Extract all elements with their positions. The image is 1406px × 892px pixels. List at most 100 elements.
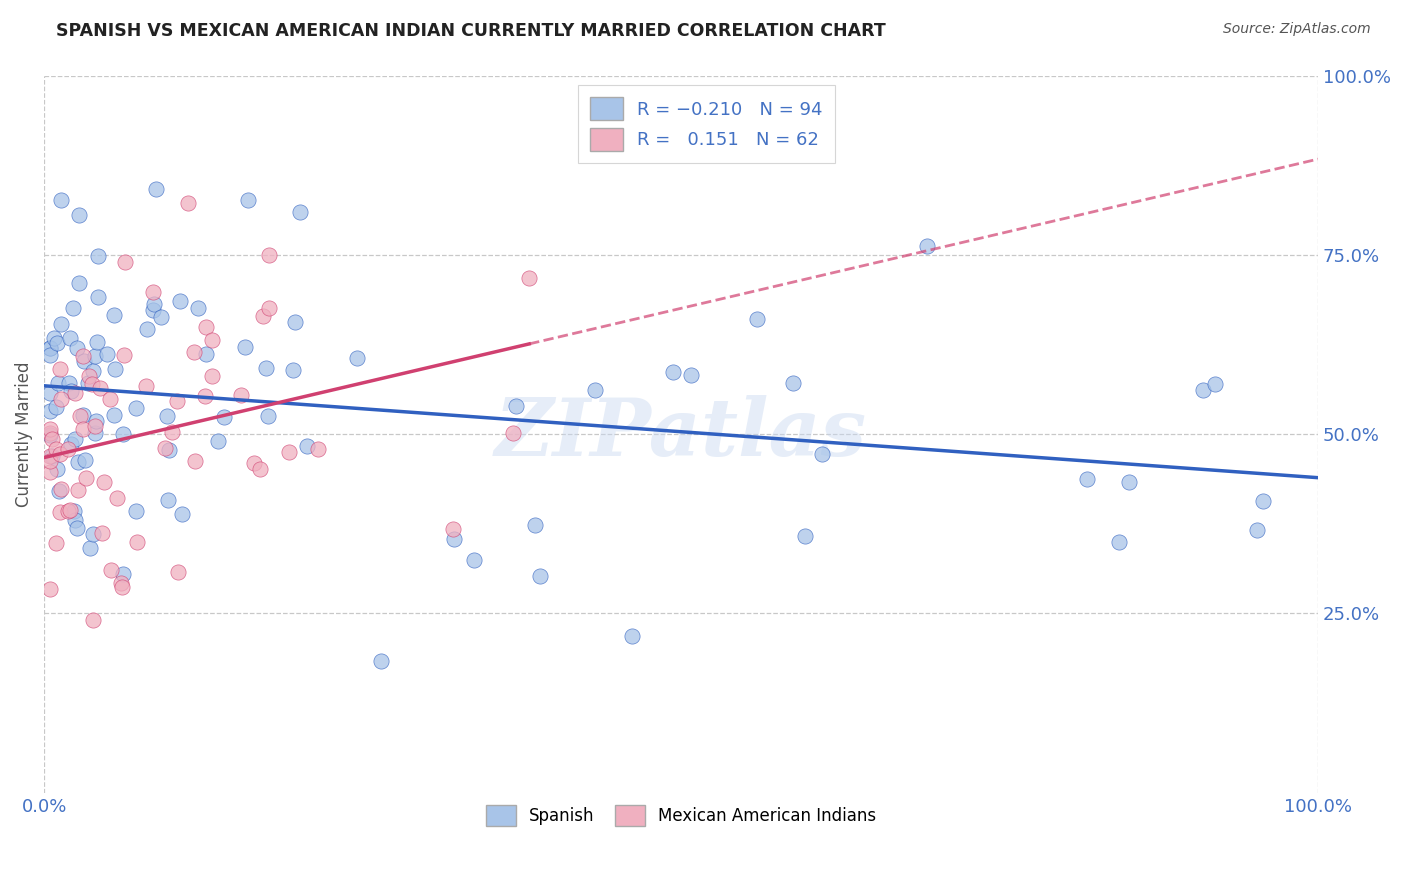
Point xyxy=(49,505,72,519)
Text: SPANISH VS MEXICAN AMERICAN INDIAN CURRENTLY MARRIED CORRELATION CHART: SPANISH VS MEXICAN AMERICAN INDIAN CURRE… xyxy=(56,22,886,40)
Point xyxy=(66,521,89,535)
Point xyxy=(621,629,644,643)
Point xyxy=(142,303,165,318)
Point xyxy=(233,340,256,354)
Point xyxy=(86,414,108,428)
Point xyxy=(79,541,101,556)
Point xyxy=(93,475,115,490)
Point xyxy=(187,301,209,315)
Point xyxy=(207,434,229,448)
Point xyxy=(63,432,86,446)
Point xyxy=(39,341,62,355)
Point xyxy=(811,447,834,461)
Point xyxy=(49,317,72,331)
Point xyxy=(60,384,83,398)
Point xyxy=(505,399,527,413)
Point xyxy=(72,409,94,423)
Point xyxy=(529,569,551,583)
Point xyxy=(143,297,166,311)
Text: Source: ZipAtlas.com: Source: ZipAtlas.com xyxy=(1223,22,1371,37)
Point xyxy=(77,369,100,384)
Point xyxy=(135,321,157,335)
Point xyxy=(252,309,274,323)
Point xyxy=(89,380,111,394)
Point xyxy=(41,432,63,446)
Point xyxy=(236,193,259,207)
Point xyxy=(49,392,72,407)
Point xyxy=(156,409,179,424)
Point xyxy=(160,425,183,439)
Point xyxy=(67,455,90,469)
Point xyxy=(249,461,271,475)
Point xyxy=(793,529,815,543)
Point xyxy=(463,553,485,567)
Point xyxy=(66,483,89,498)
Point xyxy=(112,347,135,361)
Point xyxy=(125,504,148,518)
Point xyxy=(1251,494,1274,508)
Point xyxy=(72,422,94,436)
Point xyxy=(39,465,62,479)
Point xyxy=(65,513,87,527)
Point xyxy=(39,425,62,440)
Point xyxy=(56,442,79,457)
Point xyxy=(103,308,125,322)
Point xyxy=(114,255,136,269)
Point xyxy=(45,442,67,456)
Point xyxy=(169,293,191,308)
Point xyxy=(100,563,122,577)
Point xyxy=(1108,535,1130,549)
Point xyxy=(51,193,73,207)
Point xyxy=(46,336,69,351)
Point xyxy=(183,345,205,359)
Point xyxy=(87,249,110,263)
Point xyxy=(90,525,112,540)
Point xyxy=(104,362,127,376)
Point xyxy=(39,403,62,417)
Point xyxy=(524,518,547,533)
Point xyxy=(201,333,224,347)
Point xyxy=(58,503,80,517)
Point xyxy=(1204,376,1226,391)
Point xyxy=(157,442,180,457)
Point xyxy=(66,342,89,356)
Point xyxy=(370,655,392,669)
Point xyxy=(157,492,180,507)
Legend: Spanish, Mexican American Indians: Spanish, Mexican American Indians xyxy=(478,797,884,835)
Point xyxy=(62,301,84,316)
Point xyxy=(110,575,132,590)
Point xyxy=(125,401,148,416)
Point xyxy=(307,442,329,456)
Point xyxy=(172,507,194,521)
Point xyxy=(69,409,91,424)
Point xyxy=(441,522,464,536)
Point xyxy=(135,379,157,393)
Point xyxy=(103,409,125,423)
Point xyxy=(65,385,87,400)
Point xyxy=(127,535,149,549)
Point xyxy=(39,348,62,362)
Point xyxy=(111,581,134,595)
Point xyxy=(112,427,135,442)
Point xyxy=(346,351,368,366)
Point xyxy=(49,362,72,376)
Point xyxy=(142,285,165,299)
Point xyxy=(107,491,129,505)
Point xyxy=(281,363,304,377)
Point xyxy=(149,310,172,324)
Point xyxy=(83,419,105,434)
Point xyxy=(96,347,118,361)
Point xyxy=(214,410,236,425)
Point xyxy=(679,368,702,383)
Point xyxy=(166,393,188,408)
Point xyxy=(59,331,82,345)
Point xyxy=(583,383,606,397)
Point xyxy=(67,276,90,290)
Point xyxy=(39,582,62,596)
Point xyxy=(58,376,80,391)
Point xyxy=(83,349,105,363)
Point xyxy=(443,532,465,546)
Point xyxy=(145,182,167,196)
Point xyxy=(39,385,62,400)
Point xyxy=(177,196,200,211)
